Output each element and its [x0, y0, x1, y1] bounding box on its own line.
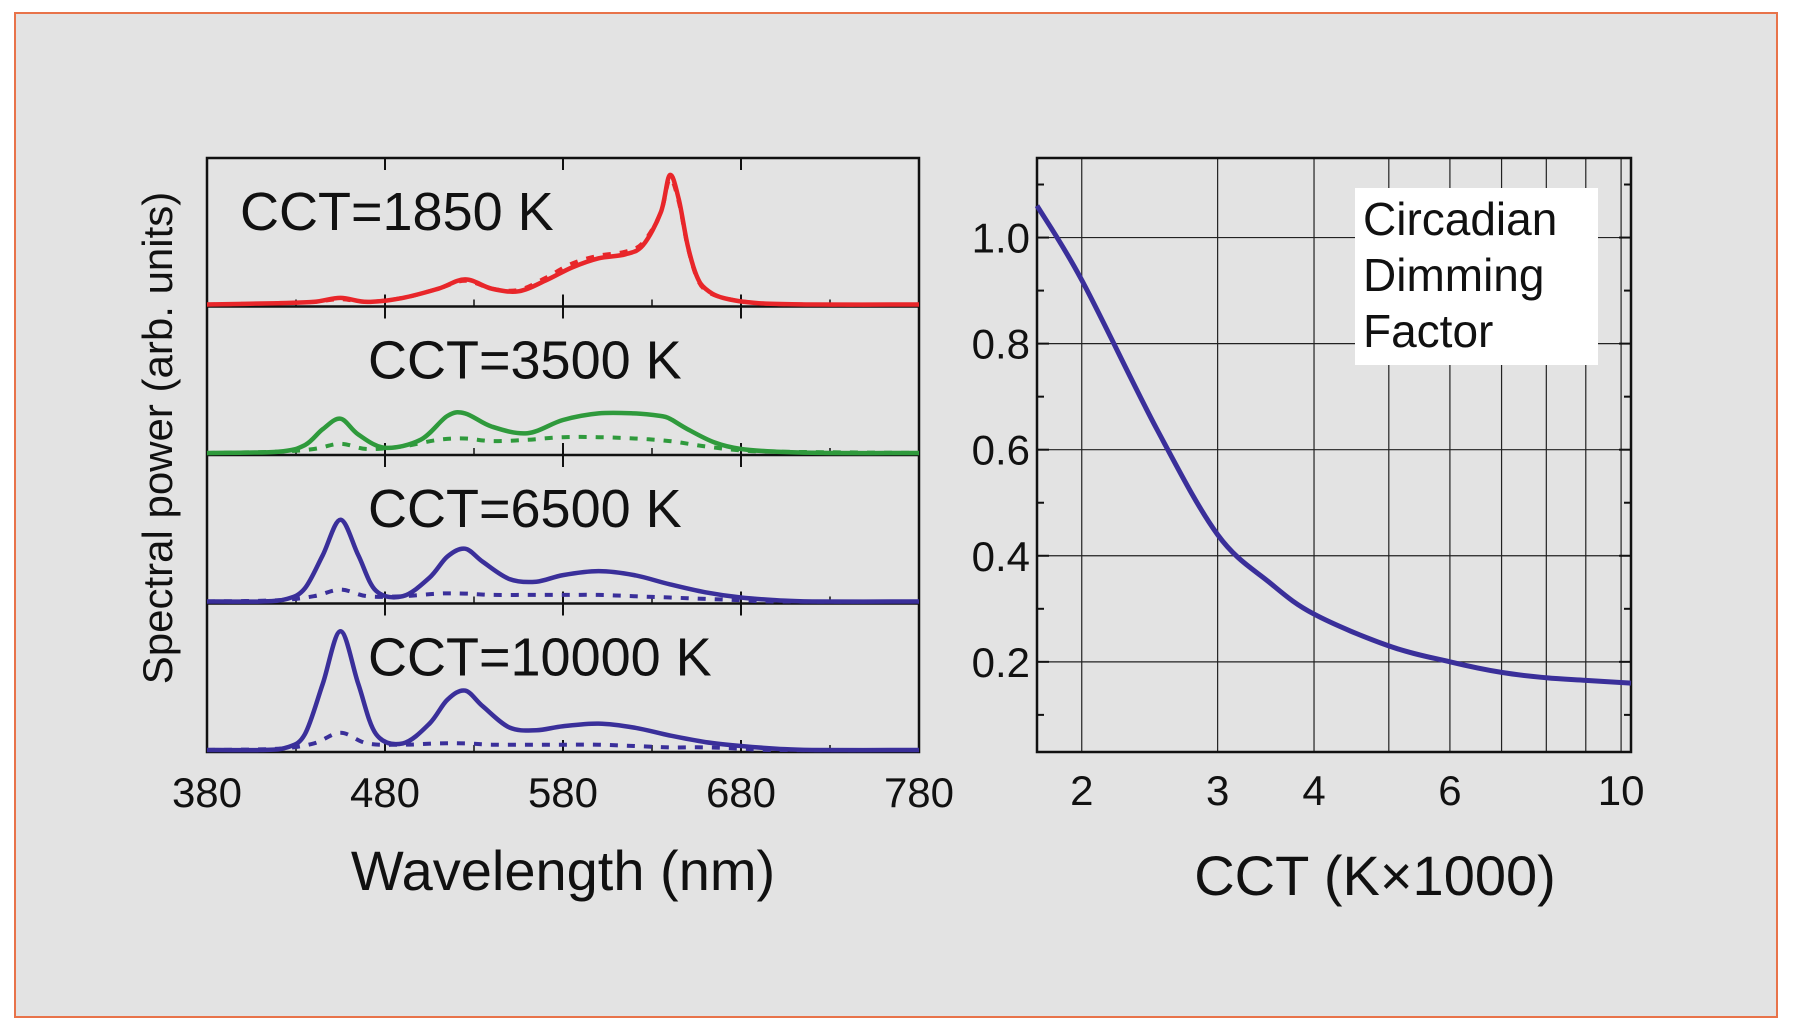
spectra-x-tick-label: 680	[706, 769, 776, 816]
cdf-y-tick-label: 0.6	[972, 427, 1030, 474]
cdf-annotation-line-3: Factor	[1363, 305, 1493, 357]
cdf-y-tick-label: 0.2	[972, 639, 1030, 686]
spectra-y-axis-label: Spectral power (arb. units)	[134, 192, 181, 685]
spectra-panel-label-4: CCT=10000 K	[368, 628, 712, 688]
spectra-x-tick-label: 480	[350, 769, 420, 816]
spectrum-solid-series-2	[206, 410, 920, 456]
spectrum-dotted-series-4	[206, 730, 920, 753]
cdf-series-line	[1034, 204, 1632, 686]
spectra-panel-label-2: CCT=3500 K	[368, 331, 682, 391]
circadian-dimming-chart: Circadian Dimming Factor 0.2 0.4 0.6 0.8 1.0…	[972, 156, 1644, 907]
cdf-y-tick-label: 0.8	[972, 321, 1030, 368]
cdf-frame	[1035, 156, 1633, 754]
spectrum-dotted-series-3	[206, 587, 920, 604]
figure-frame	[14, 12, 1778, 1018]
cdf-y-tick-label: 0.4	[972, 533, 1030, 580]
spectra-panel-labels: CCT=1850 K CCT=3500 K CCT=6500 K CCT=10000 …	[240, 182, 712, 688]
spectra-x-axis-label: Wavelength (nm)	[351, 839, 775, 902]
cdf-annotation-line-1: Circadian	[1363, 193, 1557, 245]
cdf-curve	[1034, 204, 1632, 686]
cdf-x-axis-label: CCT (K×1000)	[1194, 844, 1556, 907]
spectrum-solid-series-3	[206, 517, 920, 604]
cdf-x-tick-label: 3	[1206, 767, 1229, 814]
spectra-x-tick-label: 380	[172, 769, 242, 816]
spectral-power-chart: CCT=1850 K CCT=3500 K CCT=6500 K CCT=10000 …	[134, 156, 954, 902]
cdf-annotation-box	[1355, 188, 1598, 365]
spectrum-dotted-series-2	[206, 434, 920, 455]
spectra-x-tick-label: 780	[884, 769, 954, 816]
spectra-curves	[206, 172, 920, 753]
cdf-y-ticks: 0.2 0.4 0.6 0.8 1.0	[972, 215, 1030, 686]
spectrum-dotted-series-1	[206, 177, 920, 307]
spectra-x-tick-label: 580	[528, 769, 598, 816]
cdf-x-ticks: 2 3 4 6 10	[1070, 767, 1644, 814]
cdf-y-tick-label: 1.0	[972, 215, 1030, 262]
cdf-x-tick-label: 10	[1598, 767, 1645, 814]
cdf-annotation-line-2: Dimming	[1363, 249, 1544, 301]
spectra-x-ticks: 380 480 580 680 780	[172, 769, 954, 816]
cdf-x-tick-label: 4	[1302, 767, 1325, 814]
cdf-x-tick-label: 6	[1438, 767, 1461, 814]
spectra-panel-label-3: CCT=6500 K	[368, 479, 682, 539]
cdf-axes-frame	[1035, 156, 1633, 754]
spectrum-solid-series-4	[206, 628, 920, 753]
cdf-x-tick-label: 2	[1070, 767, 1093, 814]
spectra-panel-label-1: CCT=1850 K	[240, 182, 554, 242]
